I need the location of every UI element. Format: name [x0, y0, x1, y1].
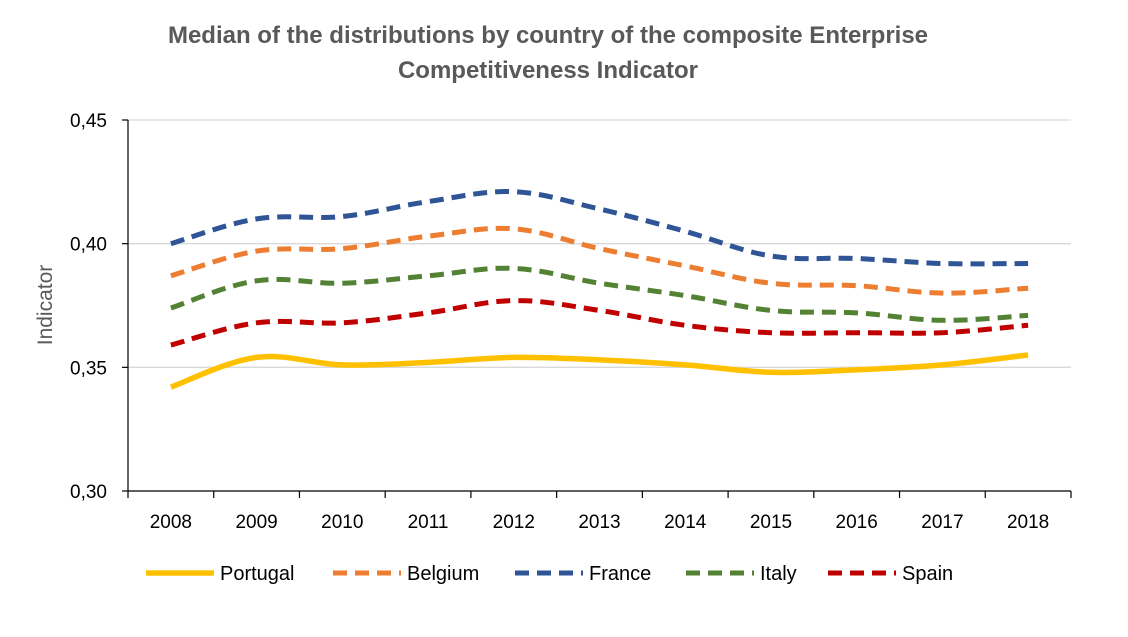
x-tick-label: 2008 [150, 512, 192, 533]
series-line-france [170, 189, 1029, 267]
legend-label-spain: Spain [902, 563, 953, 585]
chart-title-line-2: Competitiveness Indicator [398, 57, 698, 84]
x-tick-label: 2018 [1007, 512, 1049, 533]
series-line-belgium [170, 225, 1029, 296]
x-tick-label: 2015 [750, 512, 792, 533]
y-axis-label: Indicator [34, 265, 57, 346]
y-tick-label: 0,30 [70, 482, 107, 503]
x-axis-ticks: 2008 2009 2010 2011 2012 2013 2014 2015 2016 2017… [127, 491, 1072, 533]
y-tick-label: 0,45 [70, 111, 107, 132]
x-tick-label: 2016 [836, 512, 878, 533]
series-lines [169, 189, 1029, 390]
x-tick-label: 2010 [321, 512, 363, 533]
x-tick-label: 2011 [408, 512, 449, 533]
y-tick-label: 0,35 [70, 358, 107, 379]
x-tick-label: 2012 [493, 512, 535, 533]
x-tick-label: 2013 [578, 512, 620, 533]
chart-title-line-1: Median of the distributions by country o… [168, 22, 928, 49]
y-tick-label: 0,40 [70, 235, 107, 256]
series-line-spain [170, 298, 1029, 348]
legend: Portugal Belgium France Italy Spain [146, 563, 953, 585]
legend-label-italy: Italy [760, 563, 797, 585]
y-axis-ticks: 0,30 0,35 0,40 0,45 [70, 111, 128, 503]
legend-label-portugal: Portugal [220, 563, 295, 585]
x-tick-label: 2017 [921, 512, 963, 533]
gridlines [128, 119, 1071, 368]
legend-label-france: France [589, 563, 651, 585]
series-line-italy [170, 265, 1029, 323]
axes [127, 120, 1071, 492]
legend-label-belgium: Belgium [407, 563, 479, 585]
x-tick-label: 2009 [235, 512, 277, 533]
x-tick-label: 2014 [664, 512, 707, 533]
series-line-portugal [169, 352, 1029, 390]
